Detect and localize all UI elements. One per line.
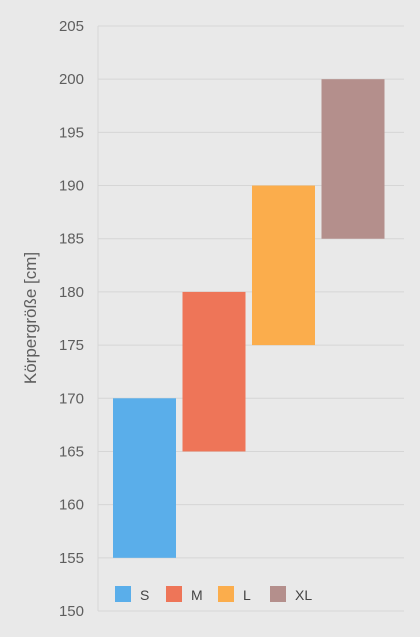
legend-label-m: M: [191, 587, 203, 603]
legend-swatch-s: [115, 586, 131, 602]
y-tick-label: 150: [59, 603, 84, 620]
y-tick-label: 185: [59, 231, 84, 248]
legend-label-s: S: [140, 587, 149, 603]
legend-swatch-m: [166, 586, 182, 602]
legend-label-xl: XL: [295, 587, 312, 603]
legend-swatch-xl: [270, 586, 286, 602]
y-tick-label: 205: [59, 18, 84, 35]
y-tick-label: 160: [59, 497, 84, 514]
bars: [113, 79, 385, 558]
y-tick-label: 195: [59, 124, 84, 141]
y-axis-label: Körpergröße [cm]: [21, 252, 40, 384]
y-tick-label: 165: [59, 443, 84, 460]
y-tick-label: 170: [59, 390, 84, 407]
bar-xl: [321, 79, 385, 239]
legend-swatch-l: [218, 586, 234, 602]
y-axis-ticks: 150 155 160 165 170 175 180 185 190 195 200 205: [59, 18, 84, 620]
y-tick-label: 180: [59, 284, 84, 301]
y-tick-label: 190: [59, 178, 84, 195]
y-tick-label: 175: [59, 337, 84, 354]
y-tick-label: 200: [59, 71, 84, 88]
bar-s: [113, 398, 176, 558]
bar-l: [252, 185, 315, 346]
legend: S M L XL: [115, 586, 312, 603]
bar-m: [182, 291, 246, 452]
legend-label-l: L: [243, 587, 251, 603]
y-tick-label: 155: [59, 550, 84, 567]
